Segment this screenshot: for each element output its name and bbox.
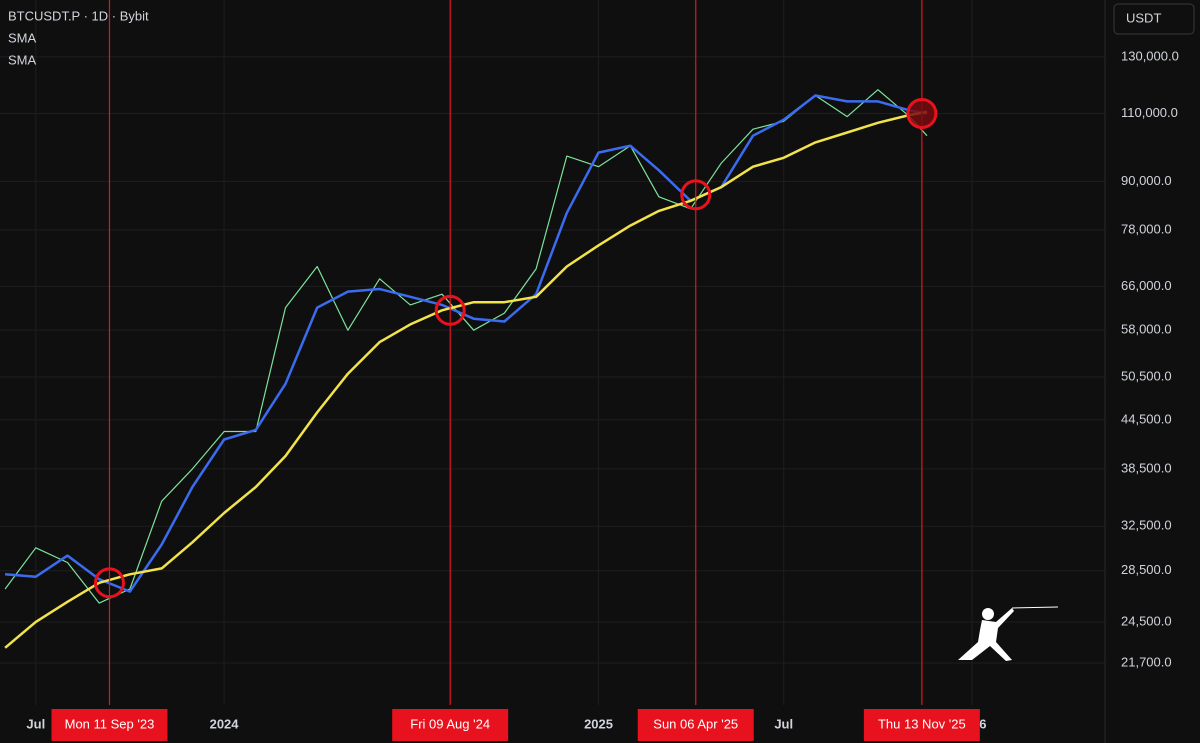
- x-tick-label: Jul: [774, 716, 793, 731]
- y-tick-label: 38,500.0: [1121, 460, 1172, 475]
- crossover-marker: [906, 97, 938, 129]
- y-tick-label: 50,500.0: [1121, 368, 1172, 383]
- crossover-marker: [93, 567, 125, 599]
- crossover-label-bg: [637, 709, 754, 741]
- y-tick-label: 32,500.0: [1121, 518, 1172, 533]
- annotations: [93, 0, 938, 705]
- crossover-label: Fri 09 Aug '24: [410, 716, 490, 731]
- x-tick-label: 2025: [584, 716, 613, 731]
- currency-box[interactable]: [1113, 3, 1195, 35]
- y-tick-label: 110,000.0: [1121, 105, 1178, 120]
- series-line: [4, 110, 928, 649]
- y-tick-label: 44,500.0: [1121, 411, 1172, 426]
- legend-entry: BTCUSDT.P · 1D · Bybit: [8, 8, 149, 23]
- crossover-label-bg: [863, 709, 980, 741]
- crossover-label: Thu 13 Nov '25: [878, 716, 966, 731]
- x-tick-label: Jul: [26, 716, 45, 731]
- crossover-label: Sun 06 Apr '25: [653, 716, 738, 731]
- legend-entry: SMA: [8, 30, 37, 45]
- crossover-marker: [434, 294, 466, 326]
- plot: [4, 89, 928, 649]
- legend-entry: SMA: [8, 52, 37, 67]
- crossover-marker: [680, 179, 712, 211]
- y-tick-label: 24,500.0: [1121, 613, 1172, 628]
- y-tick-label: 90,000.0: [1121, 173, 1172, 188]
- y-tick-label: 78,000.0: [1121, 221, 1172, 236]
- y-tick-label: 58,000.0: [1121, 322, 1172, 337]
- logo: [958, 606, 1059, 661]
- y-tick-label: 28,500.0: [1121, 562, 1172, 577]
- y-tick-label: 21,700.0: [1121, 654, 1172, 669]
- currency[interactable]: USDT: [1126, 10, 1161, 25]
- series-line: [5, 94, 928, 593]
- y-tick-label: 66,000.0: [1121, 278, 1172, 293]
- x-tick-label: 2024: [210, 716, 240, 731]
- crossover-label-bg: [51, 709, 168, 741]
- crossover-label: Mon 11 Sep '23: [65, 716, 155, 731]
- series-line: [4, 89, 928, 604]
- crossover-label-bg: [392, 709, 509, 741]
- grid: [0, 0, 1105, 705]
- y-tick-label: 130,000.0: [1121, 48, 1179, 63]
